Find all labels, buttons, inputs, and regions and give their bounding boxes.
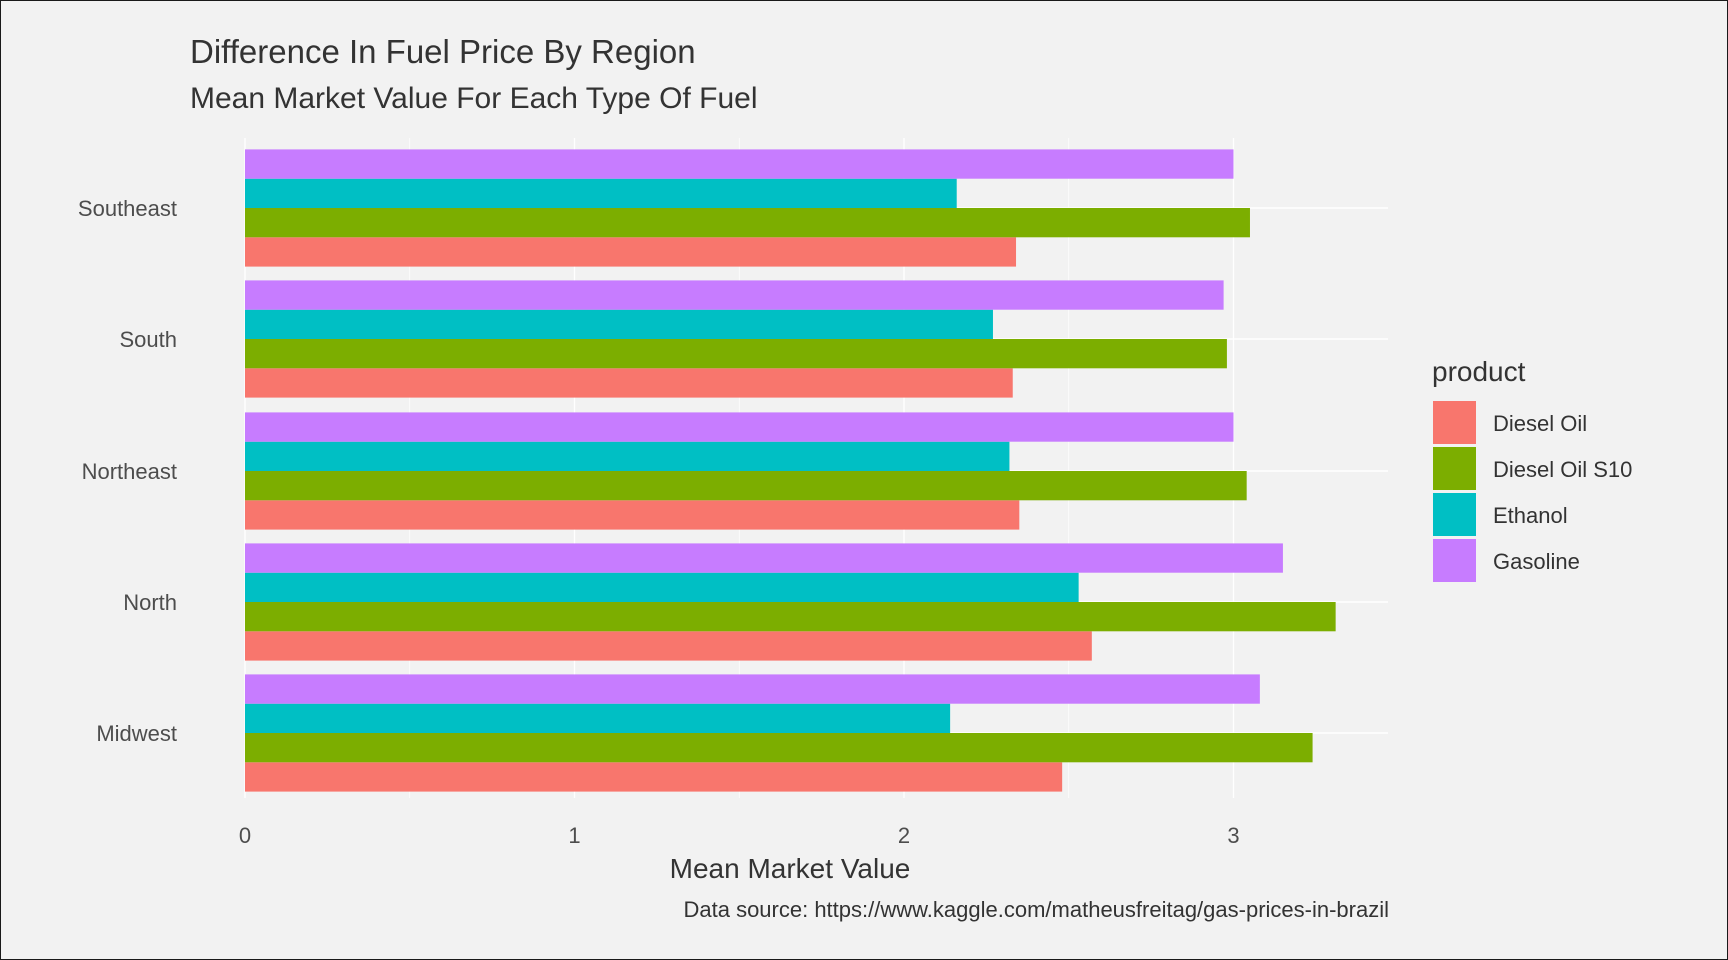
bar xyxy=(245,733,1313,763)
y-axis-ticks: Midwest North Northeast South Southeast xyxy=(78,196,177,746)
y-tick-label: Southeast xyxy=(78,196,177,221)
chart-title: Difference In Fuel Price By Region xyxy=(190,33,696,70)
legend-swatch xyxy=(1433,493,1476,536)
bar xyxy=(245,178,957,208)
bar xyxy=(245,149,1234,179)
legend-swatch xyxy=(1433,539,1476,582)
chart-caption: Data source: https://www.kaggle.com/math… xyxy=(683,897,1389,922)
x-tick-label: 1 xyxy=(568,823,580,848)
bar xyxy=(245,674,1260,704)
bar xyxy=(245,602,1336,632)
bar xyxy=(245,471,1247,501)
bar xyxy=(245,237,1017,267)
bar xyxy=(245,309,993,339)
y-tick-label: North xyxy=(123,590,177,615)
bar xyxy=(245,703,951,733)
bar-layer xyxy=(245,149,1336,792)
legend-swatch xyxy=(1433,447,1476,490)
legend-label: Diesel Oil xyxy=(1493,411,1587,436)
bar xyxy=(245,572,1079,602)
bar xyxy=(245,631,1092,661)
x-axis-title: Mean Market Value xyxy=(670,853,911,884)
bar xyxy=(245,280,1224,310)
y-tick-label: South xyxy=(120,327,178,352)
legend-label: Gasoline xyxy=(1493,549,1580,574)
x-tick-label: 3 xyxy=(1227,823,1239,848)
bar xyxy=(245,543,1283,573)
bar xyxy=(245,412,1234,442)
bar xyxy=(245,208,1250,238)
legend: product Diesel Oil Diesel Oil S10 Ethanol G… xyxy=(1432,356,1632,582)
y-tick-label: Northeast xyxy=(82,459,177,484)
bar xyxy=(245,339,1227,369)
x-tick-label: 2 xyxy=(898,823,910,848)
y-tick-label: Midwest xyxy=(96,721,177,746)
chart-subtitle: Mean Market Value For Each Type Of Fuel xyxy=(190,82,757,115)
legend-label: Diesel Oil S10 xyxy=(1493,457,1632,482)
legend-title: product xyxy=(1432,356,1526,387)
bar xyxy=(245,441,1010,471)
x-axis-ticks: 0 1 2 3 xyxy=(239,823,1240,848)
legend-label: Ethanol xyxy=(1493,503,1568,528)
bar xyxy=(245,368,1013,398)
bar xyxy=(245,500,1020,530)
x-tick-label: 0 xyxy=(239,823,251,848)
bar xyxy=(245,762,1063,792)
legend-swatch xyxy=(1433,401,1476,444)
